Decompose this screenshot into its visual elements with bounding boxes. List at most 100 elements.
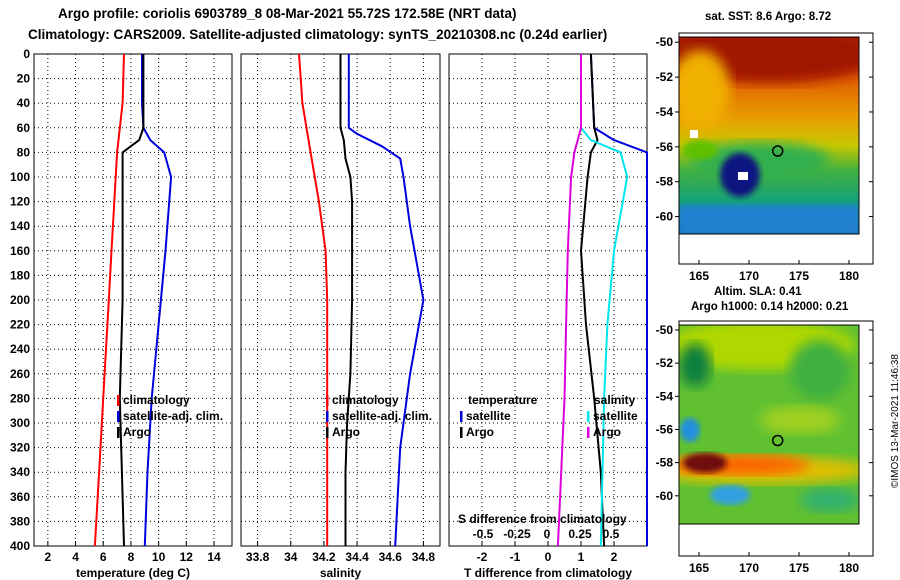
sla-axes: -50 -52 -54 -56 -58 -60 165 170 175 180 bbox=[656, 320, 874, 575]
x-tick-label: 2 bbox=[45, 550, 52, 564]
panel-temperature: 0 20 40 60 80 100 120 140 160 180 200 220 240 260 280 3… bbox=[10, 47, 233, 580]
depth-tick-label: 100 bbox=[10, 170, 30, 184]
panel-salinity: 33.8 34 34.2 34.4 34.6 34.8 salinity climatolog… bbox=[240, 53, 441, 580]
legend-title-salinity: salinity bbox=[594, 393, 636, 407]
legend-swatch bbox=[587, 427, 590, 438]
legend-label: Argo bbox=[332, 425, 360, 439]
map-y-tick-label: -58 bbox=[656, 456, 674, 470]
depth-tick-label: 300 bbox=[10, 416, 30, 430]
depth-tick-label: 260 bbox=[10, 367, 30, 381]
x-tick-label: 34.6 bbox=[379, 550, 403, 564]
depth-tick-label: 180 bbox=[10, 268, 30, 282]
legend-swatch bbox=[460, 427, 463, 438]
depth-tick-label: 240 bbox=[10, 342, 30, 356]
depth-tick-label: 140 bbox=[10, 219, 30, 233]
legend-swatch bbox=[117, 395, 120, 406]
x-tick-label: 8 bbox=[128, 550, 135, 564]
sst-profile-marker bbox=[771, 145, 784, 157]
x-tick-label: 34 bbox=[284, 550, 298, 564]
legend-label: climatology bbox=[332, 393, 399, 407]
x-tick-label: 34.4 bbox=[345, 550, 369, 564]
sst-axes: -50 -52 -54 -56 -58 -60 165 170 175 180 bbox=[656, 32, 874, 283]
map-x-tick-label: 165 bbox=[689, 269, 709, 283]
depth-tick-label: 320 bbox=[10, 441, 30, 455]
legend-label: satellite-adj. clim. bbox=[123, 409, 223, 423]
depth-tick-label: 280 bbox=[10, 391, 30, 405]
map-y-tick-label: -60 bbox=[656, 489, 674, 503]
depth-tick-label: 20 bbox=[17, 72, 31, 86]
map-x-tick-label: 180 bbox=[839, 561, 859, 575]
x-tick-label: -2 bbox=[477, 550, 488, 564]
map-x-tick-label: 170 bbox=[739, 561, 759, 575]
legend-swatch bbox=[326, 411, 329, 422]
series-line-climatology bbox=[93, 53, 125, 547]
top-axis-label: S difference from climatology bbox=[458, 512, 627, 526]
x-axis-label: salinity bbox=[320, 566, 362, 580]
top-tick-label: -0.5 bbox=[473, 527, 494, 541]
series-line-t-satellite bbox=[589, 53, 648, 546]
map-y-tick-label: -54 bbox=[656, 389, 674, 403]
sst-map: -50 -52 -54 -56 -58 -60 165 170 175 180 bbox=[656, 32, 874, 283]
legend-label: climatology bbox=[123, 393, 190, 407]
legend-swatch bbox=[587, 411, 590, 422]
legend-title-temperature: temperature bbox=[468, 393, 538, 407]
x-tick-label: 10 bbox=[152, 550, 166, 564]
legend-label: Argo bbox=[466, 425, 494, 439]
top-tick-label: -0.25 bbox=[503, 527, 531, 541]
depth-tick-label: 40 bbox=[17, 96, 31, 110]
sla-field bbox=[679, 325, 859, 512]
depth-tick-label: 400 bbox=[10, 539, 30, 553]
legend-label: Argo bbox=[593, 425, 621, 439]
x-tick-label: 14 bbox=[207, 550, 221, 564]
x-tick-label: 4 bbox=[72, 550, 79, 564]
depth-tick-label: 360 bbox=[10, 490, 30, 504]
sla-map: -50 -52 -54 -56 -58 -60 165 170 175 180 bbox=[656, 320, 874, 575]
x-tick-label: 6 bbox=[100, 550, 107, 564]
legend-label: Argo bbox=[123, 425, 151, 439]
legend-swatch bbox=[326, 427, 329, 438]
map-y-tick-label: -56 bbox=[656, 140, 674, 154]
x-tick-label: 33.8 bbox=[246, 550, 270, 564]
series-line-t-argo bbox=[580, 53, 606, 547]
depth-tick-label: 220 bbox=[10, 318, 30, 332]
map-y-tick-label: -60 bbox=[656, 210, 674, 224]
title-line-1: Argo profile: coriolis 6903789_8 08-Mar-… bbox=[58, 6, 517, 21]
map-y-tick-label: -56 bbox=[656, 422, 674, 436]
sst-field bbox=[679, 37, 859, 234]
map-y-tick-label: -52 bbox=[656, 70, 674, 84]
x-tick-label: 34.8 bbox=[412, 550, 436, 564]
x-tick-label: 34.2 bbox=[312, 550, 336, 564]
panel-differences: -2 -1 0 1 2 T difference from climatology temp… bbox=[448, 53, 648, 580]
map-x-tick-label: 165 bbox=[689, 561, 709, 575]
legend-label: satellite-adj. clim. bbox=[332, 409, 432, 423]
sla-profile-marker bbox=[771, 434, 784, 447]
sst-map-title: sat. SST: 8.6 Argo: 8.72 bbox=[705, 11, 832, 23]
top-tick-label: 0.5 bbox=[603, 527, 620, 541]
sla-map-title-2: Argo h1000: 0.14 h2000: 0.21 bbox=[691, 301, 849, 313]
series-line-s-argo bbox=[556, 54, 582, 547]
map-y-tick-label: -52 bbox=[656, 356, 674, 370]
map-x-tick-label: 180 bbox=[839, 269, 859, 283]
depth-tick-label: 60 bbox=[17, 121, 31, 135]
map-y-tick-label: -50 bbox=[656, 323, 674, 337]
x-tick-label: 1 bbox=[578, 550, 585, 564]
map-y-tick-label: -58 bbox=[656, 175, 674, 189]
map-x-tick-label: 175 bbox=[789, 269, 809, 283]
profile-panels: 0204060801001201401601802002202402602803… bbox=[10, 47, 648, 580]
x-tick-label: -1 bbox=[510, 550, 521, 564]
legend-swatch bbox=[117, 427, 120, 438]
series-line-climatology bbox=[298, 53, 329, 546]
x-tick-label: 0 bbox=[545, 550, 552, 564]
map-axis-frame bbox=[678, 320, 874, 557]
map-x-tick-label: 175 bbox=[789, 561, 809, 575]
series-line-s-satellite bbox=[580, 54, 629, 547]
depth-tick-label: 160 bbox=[10, 244, 30, 258]
x-tick-label: 12 bbox=[180, 550, 194, 564]
x-tick-label: 2 bbox=[611, 550, 618, 564]
map-y-tick-label: -54 bbox=[656, 105, 674, 119]
map-x-tick-label: 170 bbox=[739, 269, 759, 283]
depth-tick-label: 340 bbox=[10, 465, 30, 479]
top-tick-label: 0.25 bbox=[568, 527, 592, 541]
legend-label: satellite bbox=[593, 409, 638, 423]
